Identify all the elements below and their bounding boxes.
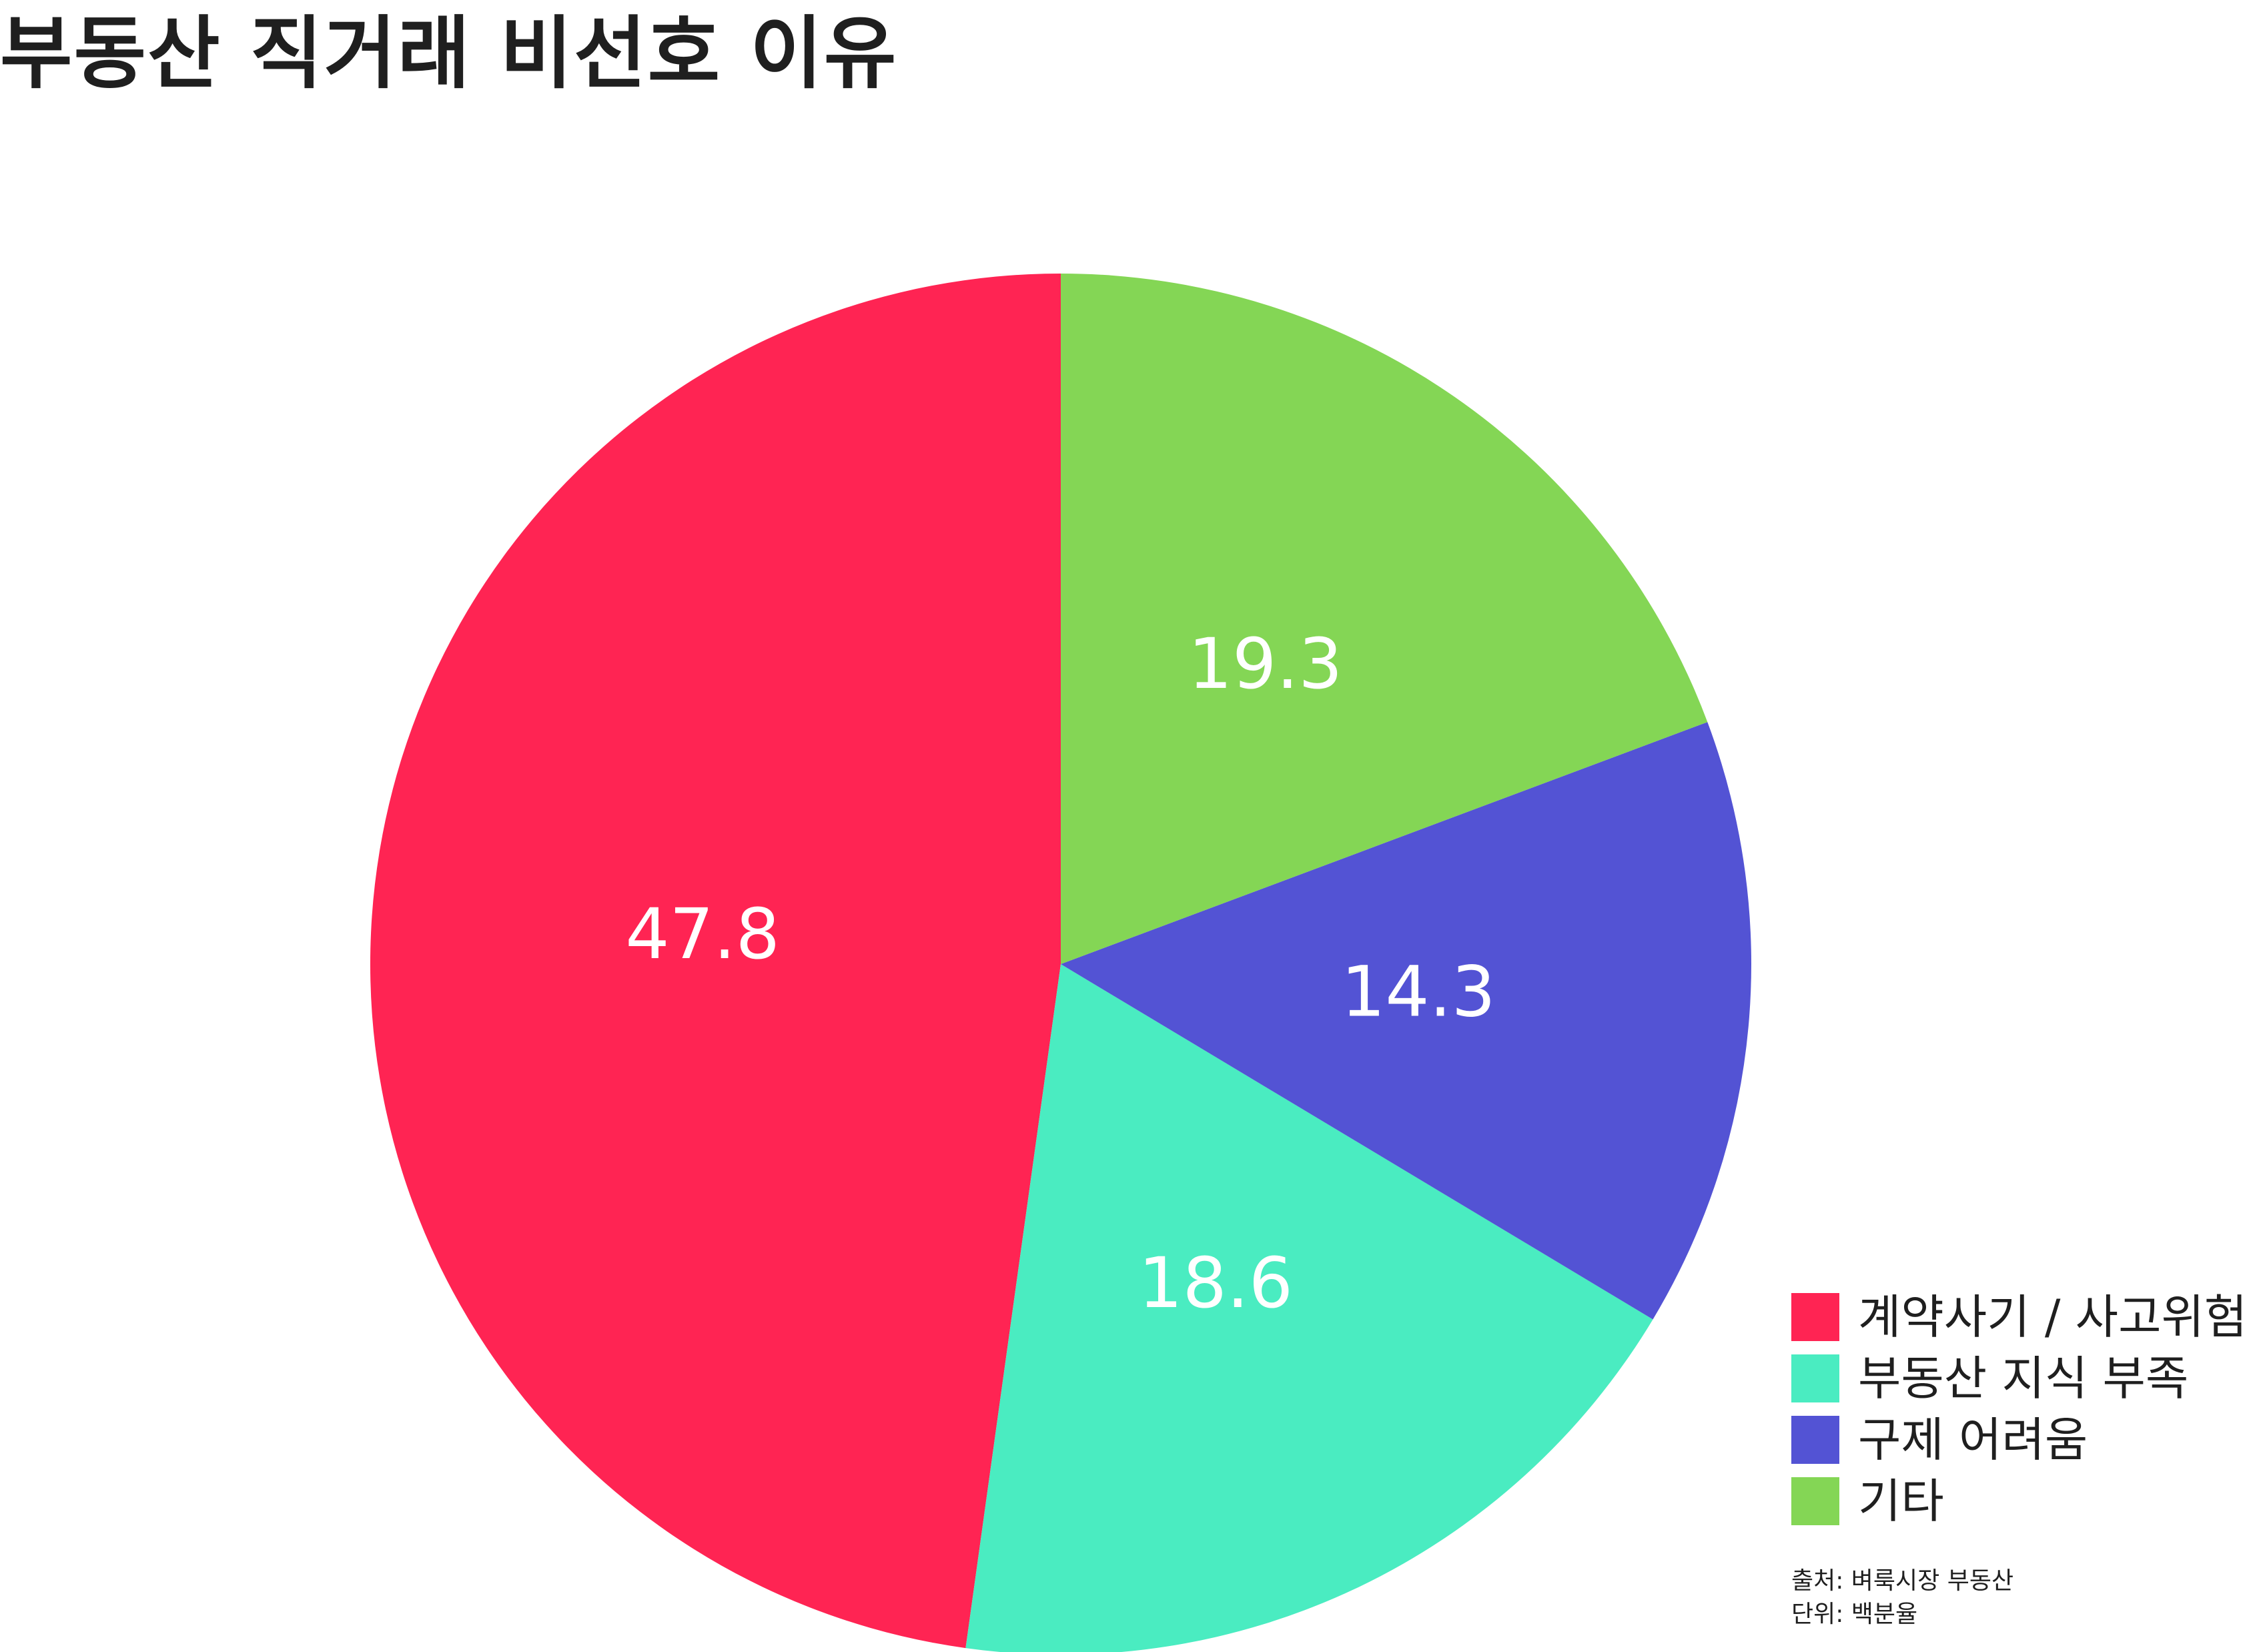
- legend: 계약사기 / 사고위험 부동산 지식 부족 구제 어려움 기타: [1791, 1288, 2258, 1533]
- legend-item-other[interactable]: 기타: [1791, 1472, 2258, 1531]
- legend-label-other: 기타: [1858, 1472, 1944, 1531]
- legend-swatch-contract-fraud: [1791, 1293, 1839, 1341]
- legend-label-hard-to-remedy: 구제 어려움: [1858, 1410, 2088, 1469]
- legend-item-contract-fraud[interactable]: 계약사기 / 사고위험: [1791, 1288, 2258, 1346]
- source-note: 출처: 벼룩시장 부동산: [1791, 1565, 2013, 1598]
- legend-swatch-hard-to-remedy: [1791, 1416, 1839, 1464]
- legend-swatch-lack-of-knowledge: [1791, 1354, 1839, 1402]
- legend-label-lack-of-knowledge: 부동산 지식 부족: [1858, 1349, 2188, 1408]
- data-label-other: 19.3: [1188, 623, 1343, 705]
- pie-slices: [370, 274, 1751, 1652]
- legend-swatch-other: [1791, 1477, 1839, 1525]
- legend-label-contract-fraud: 계약사기 / 사고위험: [1858, 1288, 2247, 1346]
- footnote: 출처: 벼룩시장 부동산 단위: 백분율: [1791, 1565, 2013, 1631]
- data-label-lack-of-knowledge: 18.6: [1138, 1242, 1293, 1324]
- data-label-contract-fraud: 47.8: [625, 893, 780, 975]
- legend-item-lack-of-knowledge[interactable]: 부동산 지식 부족: [1791, 1349, 2258, 1408]
- unit-note: 단위: 백분율: [1791, 1598, 2013, 1631]
- legend-item-hard-to-remedy[interactable]: 구제 어려움: [1791, 1410, 2258, 1469]
- data-label-hard-to-remedy: 14.3: [1341, 951, 1496, 1032]
